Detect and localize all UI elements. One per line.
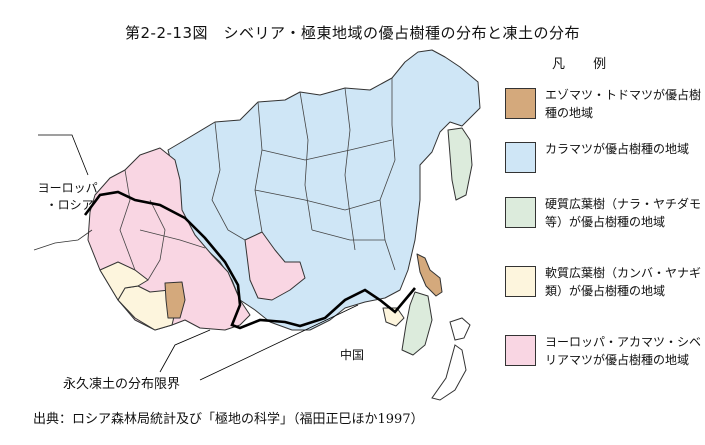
legend-item-hardwood: 硬質広葉樹（ナラ・ヤチダモ等）が優占樹種の地域 xyxy=(505,195,701,251)
region-hardwood-primorye xyxy=(401,291,433,356)
label-permafrost-limit: 永久凍土の分布限界 xyxy=(63,377,181,392)
label-china: 中国 xyxy=(340,348,365,362)
region-larch-main xyxy=(167,49,481,331)
legend-item-spruce-fir: エゾマツ・トドマツが優占樹種の地域 xyxy=(505,86,701,126)
permafrost-limit-line xyxy=(83,190,416,330)
japan-honshu xyxy=(431,344,467,401)
legend-label: 硬質広葉樹（ナラ・ヤチダモ等）が優占樹種の地域 xyxy=(545,197,702,229)
western-border-line xyxy=(33,229,93,251)
siberia-map xyxy=(33,49,481,401)
label-europe-russia-2: ・ロシア xyxy=(38,182,94,213)
region-softwood-west xyxy=(99,261,149,301)
region-spruce-ural xyxy=(164,281,186,319)
source-citation: 出典：ロシア森林局統計及び「極地の科学」（福田正巳ほか1997） xyxy=(33,412,424,427)
label-europe-russia-line2: ・ロシア xyxy=(45,198,94,212)
legend-swatch-hardwood xyxy=(505,197,536,228)
legend-item-larch: カラマツが優占樹種の地域 xyxy=(505,140,701,180)
legend-swatch-spruce-fir xyxy=(505,88,536,119)
permafrost-leader-line-2 xyxy=(199,304,359,381)
region-larch-kamchatka xyxy=(447,127,473,201)
region-softwood-amur xyxy=(382,307,405,327)
permafrost-leader-line xyxy=(159,329,211,373)
europe-leader-line xyxy=(38,134,89,176)
region-spruce-sakhalin xyxy=(416,253,443,297)
legend-heading: 凡 例 xyxy=(552,57,619,72)
legend-item-pine: ヨーロッパ・アカマツ・シベリアマツが優占樹種の地域 xyxy=(505,333,701,389)
label-europe-russia-line1: ヨーロッパ xyxy=(37,181,98,195)
legend-item-softwood: 軟質広葉樹（カンバ・ヤナギ類）が優占樹種の地域 xyxy=(505,264,701,320)
legend-swatch-larch xyxy=(505,142,536,173)
legend-swatch-pine xyxy=(505,335,536,366)
legend-label: 軟質広葉樹（カンバ・ヤナギ類）が優占樹種の地域 xyxy=(545,266,702,298)
legend-swatch-softwood xyxy=(505,266,536,297)
legend-label: エゾマツ・トドマツが優占樹種の地域 xyxy=(545,88,702,120)
legend-label: カラマツが優占樹種の地域 xyxy=(545,142,690,156)
japan-hokkaido xyxy=(449,317,471,341)
legend-label: ヨーロッパ・アカマツ・シベリアマツが優占樹種の地域 xyxy=(545,335,702,367)
region-pine-westsiberia xyxy=(244,231,306,301)
label-europe-russia: ヨーロッパ xyxy=(30,165,98,196)
figure-title: 第2-2-13図 シベリア・極東地域の優占樹種の分布と凍土の分布 xyxy=(124,24,580,42)
